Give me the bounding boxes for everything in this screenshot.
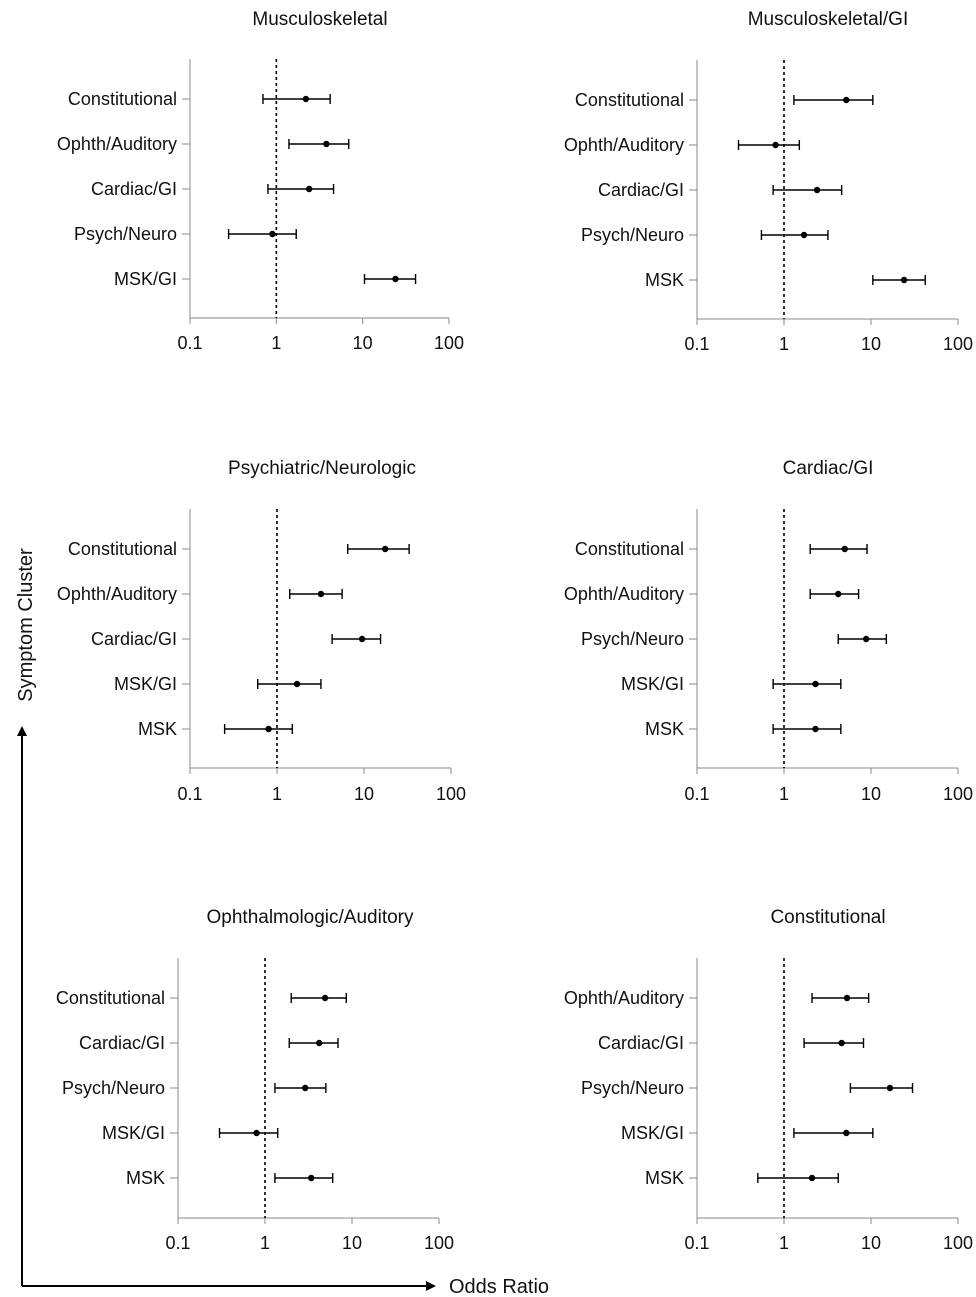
odds-ratio-point bbox=[253, 1129, 260, 1137]
odds-ratio-point bbox=[293, 680, 301, 688]
x-tick-label: 1 bbox=[779, 1233, 789, 1253]
row-label: Constitutional bbox=[68, 89, 177, 109]
row-label: Psych/Neuro bbox=[581, 1078, 684, 1098]
odds-ratio-point bbox=[317, 590, 325, 598]
row-label: Cardiac/GI bbox=[79, 1033, 165, 1053]
x-tick-label: 10 bbox=[353, 333, 373, 353]
row-label: Constitutional bbox=[575, 539, 684, 559]
odds-ratio-point bbox=[838, 1039, 845, 1047]
odds-ratio-point bbox=[772, 141, 779, 149]
x-tick-label: 100 bbox=[943, 1233, 973, 1253]
odds-ratio-point bbox=[308, 1174, 315, 1182]
x-tick-label: 10 bbox=[342, 1233, 362, 1253]
row-label: MSK bbox=[645, 719, 684, 739]
panel-title: Musculoskeletal/GI bbox=[748, 9, 909, 30]
panel-title: Cardiac/GI bbox=[783, 458, 874, 479]
row-label: Ophth/Auditory bbox=[57, 584, 177, 604]
x-tick-label: 1 bbox=[271, 333, 281, 353]
row-label: Ophth/Auditory bbox=[564, 135, 684, 155]
row-label: MSK bbox=[645, 270, 684, 290]
x-tick-label: 10 bbox=[861, 1233, 881, 1253]
row-label: Ophth/Auditory bbox=[57, 134, 177, 154]
forest-panel: Musculoskeletal/GI 0.1 1 10 100 Constitutiona… bbox=[564, 9, 973, 354]
panel-title: Constitutional bbox=[770, 907, 885, 928]
odds-ratio-point bbox=[269, 230, 276, 238]
odds-ratio-point bbox=[835, 590, 842, 598]
row-label: MSK bbox=[138, 719, 177, 739]
x-tick-label: 0.1 bbox=[684, 334, 709, 354]
forest-panel: Musculoskeletal 0.1 1 10 100 Constitutional Op… bbox=[57, 9, 464, 353]
x-tick-label: 100 bbox=[424, 1233, 454, 1253]
row-label: Constitutional bbox=[575, 90, 684, 110]
row-label: MSK/GI bbox=[621, 674, 684, 694]
odds-ratio-point bbox=[900, 276, 908, 284]
x-tick-label: 0.1 bbox=[684, 784, 709, 804]
forest-panel: Ophthalmologic/Auditory 0.1 1 10 100 Constitu… bbox=[56, 907, 454, 1253]
odds-ratio-point bbox=[843, 994, 851, 1002]
x-tick-label: 100 bbox=[943, 784, 973, 804]
odds-ratio-point bbox=[381, 545, 389, 553]
odds-ratio-point bbox=[321, 994, 329, 1002]
row-label: Constitutional bbox=[68, 539, 177, 559]
row-label: Cardiac/GI bbox=[91, 629, 177, 649]
x-tick-label: 10 bbox=[861, 784, 881, 804]
panel-title: Musculoskeletal bbox=[252, 9, 387, 30]
x-tick-label: 10 bbox=[861, 334, 881, 354]
forest-panel: Psychiatric/Neurologic 0.1 1 10 100 Constitut… bbox=[57, 458, 466, 804]
odds-ratio-point bbox=[843, 96, 850, 104]
row-label: Psych/Neuro bbox=[581, 225, 684, 245]
row-label: Cardiac/GI bbox=[598, 1033, 684, 1053]
panel-title: Psychiatric/Neurologic bbox=[228, 458, 416, 479]
row-label: MSK/GI bbox=[114, 269, 177, 289]
x-tick-label: 100 bbox=[943, 334, 973, 354]
odds-ratio-point bbox=[265, 725, 272, 733]
odds-ratio-point bbox=[812, 680, 819, 688]
odds-ratio-point bbox=[841, 545, 849, 553]
odds-ratio-point bbox=[323, 140, 330, 148]
odds-ratio-point bbox=[392, 275, 399, 283]
x-tick-label: 100 bbox=[436, 784, 466, 804]
row-label: Cardiac/GI bbox=[91, 179, 177, 199]
x-tick-label: 0.1 bbox=[684, 1233, 709, 1253]
odds-ratio-point bbox=[302, 95, 310, 103]
row-label: Constitutional bbox=[56, 988, 165, 1008]
row-label: MSK/GI bbox=[114, 674, 177, 694]
x-tick-label: 1 bbox=[779, 334, 789, 354]
row-label: Cardiac/GI bbox=[598, 180, 684, 200]
x-tick-label: 1 bbox=[779, 784, 789, 804]
x-tick-label: 0.1 bbox=[165, 1233, 190, 1253]
x-tick-label: 0.1 bbox=[177, 333, 202, 353]
y-axis-label: Symptom Cluster bbox=[15, 548, 37, 702]
panel-title: Ophthalmologic/Auditory bbox=[207, 907, 414, 928]
row-label: Psych/Neuro bbox=[62, 1078, 165, 1098]
odds-ratio-point bbox=[808, 1174, 816, 1182]
x-tick-label: 1 bbox=[272, 784, 282, 804]
x-tick-label: 1 bbox=[260, 1233, 270, 1253]
row-label: MSK bbox=[645, 1168, 684, 1188]
odds-ratio-point bbox=[812, 725, 819, 733]
odds-ratio-point bbox=[813, 186, 821, 194]
x-tick-label: 0.1 bbox=[177, 784, 202, 804]
row-label: Ophth/Auditory bbox=[564, 584, 684, 604]
x-tick-label: 10 bbox=[354, 784, 374, 804]
odds-ratio-point bbox=[800, 231, 808, 239]
row-label: Psych/Neuro bbox=[581, 629, 684, 649]
odds-ratio-point bbox=[886, 1084, 894, 1092]
odds-ratio-point bbox=[316, 1039, 323, 1047]
x-axis-label: Odds Ratio bbox=[449, 1276, 549, 1297]
odds-ratio-point bbox=[302, 1084, 309, 1092]
odds-ratio-point bbox=[305, 185, 313, 193]
row-label: MSK/GI bbox=[102, 1123, 165, 1143]
row-label: Psych/Neuro bbox=[74, 224, 177, 244]
row-label: MSK bbox=[126, 1168, 165, 1188]
odds-ratio-point bbox=[843, 1129, 850, 1137]
x-tick-label: 100 bbox=[434, 333, 464, 353]
row-label: MSK/GI bbox=[621, 1123, 684, 1143]
odds-ratio-point bbox=[358, 635, 366, 643]
odds-ratio-point bbox=[862, 635, 870, 643]
row-label: Ophth/Auditory bbox=[564, 988, 684, 1008]
forest-panel: Constitutional 0.1 1 10 100 Ophth/Auditory Car… bbox=[564, 907, 973, 1253]
forest-panel: Cardiac/GI 0.1 1 10 100 Constitutional Ophth/A… bbox=[564, 458, 973, 804]
